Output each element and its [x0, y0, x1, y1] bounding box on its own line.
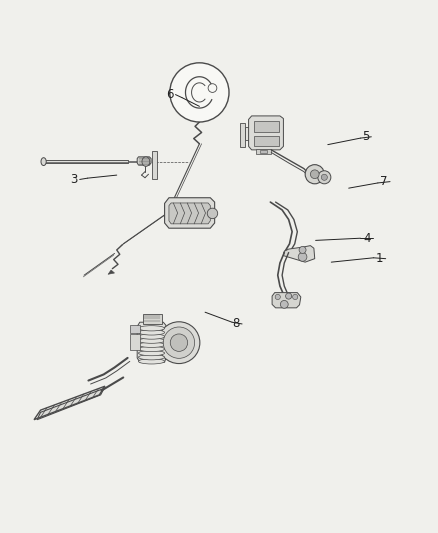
Ellipse shape	[138, 351, 165, 356]
Polygon shape	[108, 270, 115, 274]
Polygon shape	[127, 161, 140, 163]
Text: 5: 5	[362, 130, 369, 143]
Circle shape	[163, 327, 194, 358]
Ellipse shape	[138, 334, 165, 339]
Circle shape	[321, 174, 327, 180]
Polygon shape	[43, 160, 127, 163]
Ellipse shape	[138, 326, 165, 331]
Polygon shape	[245, 127, 252, 140]
Circle shape	[280, 301, 288, 308]
Polygon shape	[256, 149, 271, 154]
Ellipse shape	[41, 158, 46, 166]
Circle shape	[208, 84, 217, 92]
Ellipse shape	[138, 342, 165, 348]
Polygon shape	[249, 116, 283, 150]
Ellipse shape	[138, 330, 165, 335]
Ellipse shape	[138, 359, 165, 364]
Polygon shape	[130, 325, 140, 333]
Circle shape	[299, 246, 306, 254]
Circle shape	[170, 63, 229, 122]
Polygon shape	[152, 151, 157, 180]
Ellipse shape	[138, 346, 165, 352]
Polygon shape	[169, 203, 210, 224]
Polygon shape	[37, 389, 104, 419]
Text: 1: 1	[376, 252, 384, 265]
Polygon shape	[283, 246, 315, 262]
Polygon shape	[260, 150, 267, 154]
Circle shape	[318, 171, 331, 184]
Polygon shape	[272, 293, 301, 308]
Polygon shape	[130, 334, 140, 350]
Polygon shape	[137, 322, 166, 362]
Ellipse shape	[142, 157, 150, 166]
Polygon shape	[240, 123, 245, 147]
Polygon shape	[165, 198, 215, 228]
Circle shape	[305, 165, 324, 184]
Ellipse shape	[138, 338, 165, 343]
Circle shape	[158, 322, 200, 364]
Circle shape	[275, 294, 280, 300]
Circle shape	[311, 170, 319, 179]
Circle shape	[207, 208, 218, 219]
Polygon shape	[254, 120, 279, 132]
Text: 4: 4	[363, 232, 371, 245]
Circle shape	[293, 294, 298, 300]
Text: 8: 8	[233, 318, 240, 330]
Text: 7: 7	[380, 175, 388, 188]
Text: 3: 3	[70, 173, 78, 186]
Circle shape	[170, 334, 187, 351]
Ellipse shape	[138, 354, 165, 360]
Polygon shape	[143, 314, 162, 324]
Polygon shape	[137, 157, 151, 165]
Circle shape	[286, 293, 292, 299]
Polygon shape	[254, 136, 279, 146]
Circle shape	[298, 253, 307, 261]
Text: 6: 6	[166, 88, 173, 101]
